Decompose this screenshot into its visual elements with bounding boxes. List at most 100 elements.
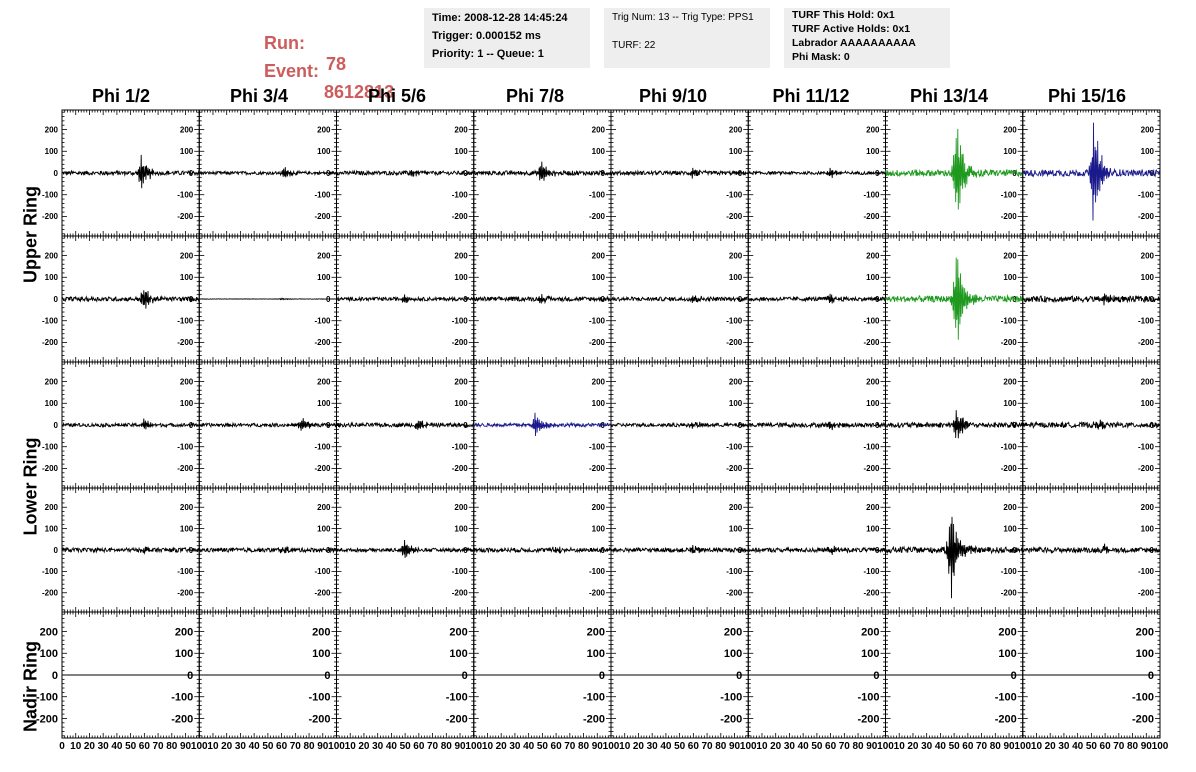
y-tick-label: -200 (726, 212, 743, 221)
y-tick-label: 100 (866, 273, 880, 282)
waveform-trace (747, 293, 886, 304)
waveform-trace (61, 546, 200, 555)
waveform-trace (336, 294, 475, 303)
y-tick-label: -100 (863, 191, 880, 200)
y-tick-label: 100 (180, 524, 194, 533)
y-tick-label: 100 (592, 524, 606, 533)
y-tick-label: 100 (45, 524, 59, 533)
y-tick-label: -100 (1001, 443, 1018, 452)
turf-hold-line: TURF This Hold: 0x1 (792, 9, 895, 21)
y-tick-label: -100 (726, 191, 743, 200)
phi-title-3: Phi 5/6 (367, 86, 427, 106)
y-tick-label: -100 (314, 317, 331, 326)
y-tick-label: -100 (726, 567, 743, 576)
y-tick-label: 200 (317, 251, 331, 260)
y-tick-label: -200 (177, 464, 194, 473)
y-tick-label: -200 (42, 212, 59, 221)
y-tick-label: -200 (314, 589, 331, 598)
phi-title-1: Phi 1/2 (91, 86, 151, 106)
y-tick-label: -100 (452, 567, 469, 576)
waveform-trace (199, 297, 337, 301)
y-tick-label: 200 (866, 377, 880, 386)
y-tick-label: -200 (1138, 212, 1155, 221)
y-tick-label: 100 (180, 273, 194, 282)
y-tick-label: -100 (1138, 443, 1155, 452)
waveform-trace (885, 257, 1024, 340)
phi-title-6: Phi 11/12 (772, 86, 850, 106)
y-tick-label: -200 (314, 212, 331, 221)
y-tick-label: -200 (452, 464, 469, 473)
y-tick-label: -200 (42, 338, 59, 347)
waveform-trace (1022, 122, 1161, 221)
waveform-trace (885, 128, 1024, 210)
y-tick-label: 200 (1141, 251, 1155, 260)
y-tick-label: 100 (454, 399, 468, 408)
y-tick-label: -100 (1001, 191, 1018, 200)
phi-title-2: Phi 3/4 (229, 86, 289, 106)
y-tick-label: -200 (452, 212, 469, 221)
y-tick-label: 100 (454, 524, 468, 533)
turf-active-line: TURF Active Holds: 0x1 (792, 23, 911, 35)
y-tick-label: -100 (589, 191, 606, 200)
y-tick-label: 200 (180, 503, 194, 512)
panel-r3-c5: 200 100 0 -100 -200 (610, 361, 749, 489)
run-number: 78 (326, 54, 347, 74)
y-tick-label: 200 (1003, 377, 1017, 386)
phi-title-4: Phi 7/8 (505, 86, 565, 106)
y-tick-label: 100 (1003, 147, 1017, 156)
y-tick-label: 200 (317, 377, 331, 386)
y-tick-label: 200 (592, 503, 606, 512)
y-tick-label: -100 (589, 317, 606, 326)
y-tick-label: -200 (589, 212, 606, 221)
waveform-trace (61, 290, 200, 309)
y-tick-label: 100 (1003, 399, 1017, 408)
y-tick-label: -200 (452, 338, 469, 347)
y-tick-label: 100 (592, 399, 606, 408)
y-tick-label: -100 (1001, 317, 1018, 326)
waveform-trace (336, 420, 475, 430)
priority-line: Priority: 1 -- Queue: 1 (432, 48, 544, 60)
y-tick-label: 200 (1141, 125, 1155, 134)
y-tick-label: -100 (1138, 317, 1155, 326)
y-tick-label: 100 (729, 524, 743, 533)
y-tick-label: 200 (180, 377, 194, 386)
waveform-trace (199, 167, 337, 178)
y-tick-label: 200 (45, 377, 59, 386)
y-tick-label: 100 (1141, 399, 1155, 408)
turf-info-box: TURF This Hold: 0x1 TURF Active Holds: 0… (784, 8, 950, 68)
event-number: 8612813 (324, 82, 395, 102)
y-tick-label: -200 (863, 338, 880, 347)
time-info-box: Time: 2008-12-28 14:45:24 Trigger: 0.000… (424, 8, 590, 68)
phi-title-8: Phi 15/16 (1047, 86, 1127, 106)
panel-r3-c1: 200 200 100 100 0 0 -100 -100 -200 -200 (42, 361, 200, 489)
y-tick-label: -100 (177, 191, 194, 200)
y-tick-label: 200 (317, 125, 331, 134)
y-tick-label: 100 (1141, 273, 1155, 282)
y-tick-label: -100 (177, 443, 194, 452)
y-tick-label: 0 (1150, 295, 1155, 304)
labrador-line: Labrador AAAAAAAAAA (792, 37, 916, 49)
y-tick-label: 0 (738, 295, 743, 304)
y-tick-label: 0 (54, 169, 59, 178)
y-tick-label: -200 (314, 464, 331, 473)
y-tick-label: -100 (177, 567, 194, 576)
waveform-trace (61, 154, 200, 189)
y-tick-label: 100 (866, 399, 880, 408)
y-tick-label: 100 (317, 399, 331, 408)
waveform-trace (747, 167, 886, 179)
y-tick-label: -100 (42, 567, 59, 576)
y-tick-label: 200 (592, 125, 606, 134)
panel-r2-c8: 200 100 0 -100 -200 (1022, 235, 1161, 363)
